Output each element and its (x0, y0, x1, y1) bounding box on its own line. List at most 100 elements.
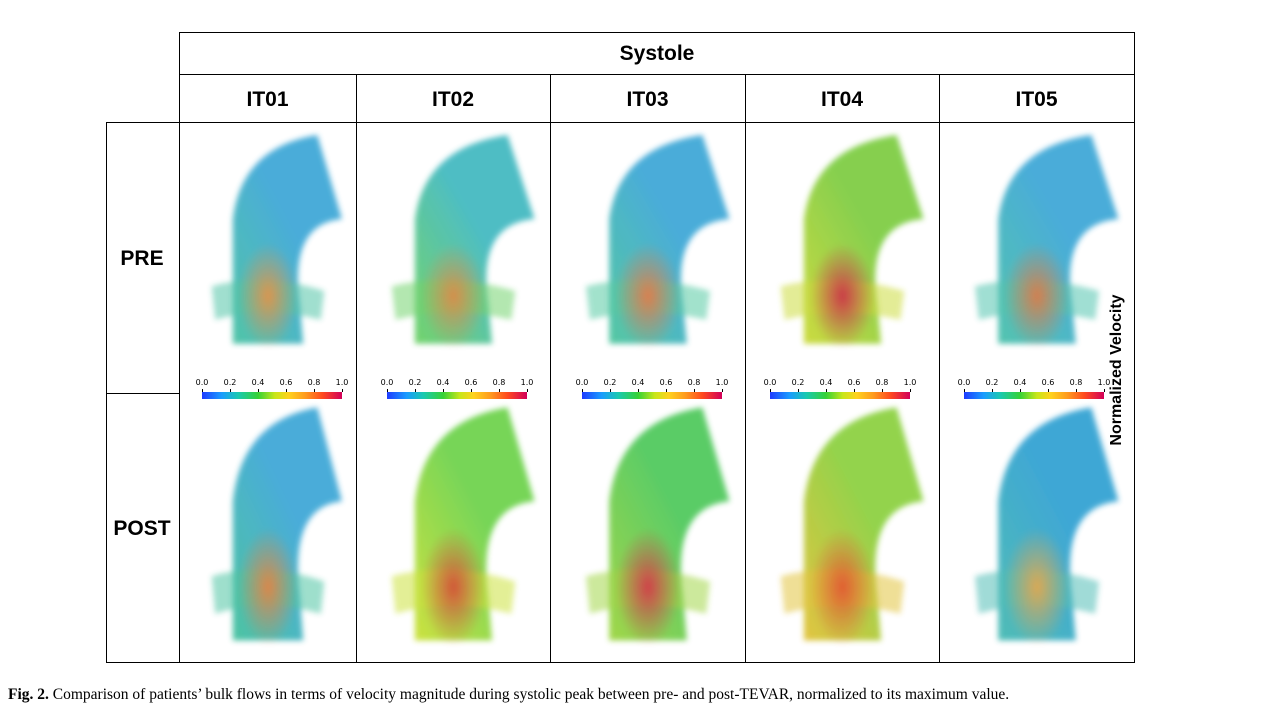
colorbar-tick-label: 0.2 (603, 378, 617, 387)
col-header-it04: IT04 (820, 88, 864, 111)
colorbar-tick-mark (826, 389, 827, 392)
colorbar-tick-labels: 0.0 0.2 0.4 0.6 0.8 1.0 (381, 378, 534, 390)
colorbar-gradient (387, 389, 528, 399)
colorbar-tick-mark (258, 389, 259, 392)
colorbar-tick-mark (1104, 389, 1105, 392)
colorbar-gradient (202, 389, 343, 399)
col-header-it01: IT01 (246, 88, 289, 111)
colorbar-tick-labels: 0.0 0.2 0.4 0.6 0.8 1.0 (196, 378, 349, 390)
colorbar-tick-mark (582, 389, 583, 392)
colorbar-tick-mark (666, 389, 667, 392)
colorbar-tick-label: 1.0 (1097, 378, 1111, 387)
figure-caption: Fig. 2. Comparison of patients’ bulk flo… (8, 686, 1283, 704)
colorbar-tick-label: 0.8 (492, 378, 506, 387)
colorbar-tick-label: 1.0 (903, 378, 917, 387)
colorbar-tick-mark (992, 389, 993, 392)
colorbar-tick-label: 0.8 (1069, 378, 1083, 387)
aorta-render-svg (211, 407, 342, 646)
colorbar-tick-labels: 0.0 0.2 0.4 0.6 0.8 1.0 (764, 378, 917, 390)
colorbar-tick-label: 0.8 (875, 378, 889, 387)
colorbar-tick-label: 0.8 (687, 378, 701, 387)
colorbar-tick-mark (638, 389, 639, 392)
caption-text: Comparison of patients’ bulk flows in te… (52, 686, 1010, 703)
aorta-render-svg (391, 135, 535, 349)
colorbar-tick-label: 0.0 (957, 378, 971, 387)
colorbar-tick-mark (798, 389, 799, 392)
normalized-velocity-label: Normalized Velocity (1108, 294, 1125, 446)
caption-label: Fig. 2. (8, 686, 49, 703)
velocity-core-shape (1004, 528, 1070, 646)
colorbar-tick-label: 1.0 (335, 378, 349, 387)
velocity-core-shape (238, 243, 298, 349)
colorbar-tick-label: 0.2 (408, 378, 422, 387)
colorbar-tick-label: 0.4 (819, 378, 833, 387)
colorbar-tick-mark (694, 389, 695, 392)
colorbar-tick-mark (527, 389, 528, 392)
colorbar-tick-label: 0.8 (307, 378, 321, 387)
colorbar-it05: 0.0 0.2 0.4 0.6 0.8 1.0 (958, 378, 1111, 408)
colorbar-tick-mark (1076, 389, 1077, 392)
colorbar-tick-mark (1048, 389, 1049, 392)
velocity-core-shape (809, 528, 876, 646)
aorta-render-pre-it02 (357, 123, 550, 362)
colorbar-tick-label: 0.6 (279, 378, 293, 387)
grid-col-4 (939, 74, 940, 663)
grid-right (1134, 32, 1135, 663)
grid-col-1 (356, 74, 357, 663)
colorbar-tick-mark (443, 389, 444, 392)
grid-mid-line (106, 393, 179, 394)
colorbar-tick-mark (387, 389, 388, 392)
colorbar-it04: 0.0 0.2 0.4 0.6 0.8 1.0 (764, 378, 917, 408)
colorbar-tick-mark (722, 389, 723, 392)
velocity-core-shape (420, 528, 487, 646)
col-header-it05: IT05 (1015, 88, 1058, 111)
colorbar-it03: 0.0 0.2 0.4 0.6 0.8 1.0 (576, 378, 729, 408)
colorbar-tick-mark (471, 389, 472, 392)
aorta-render-pre-it04 (746, 123, 939, 362)
velocity-core-shape (809, 243, 876, 349)
systole-header: Systole (619, 42, 695, 65)
aorta-render-svg (974, 407, 1119, 646)
colorbar-tick-label: 0.0 (195, 378, 209, 387)
colorbar-tick-mark (854, 389, 855, 392)
colorbar-tick-label: 0.4 (436, 378, 450, 387)
aorta-render-post-it05 (940, 394, 1134, 663)
colorbar-tick-labels: 0.0 0.2 0.4 0.6 0.8 1.0 (576, 378, 729, 390)
colorbar-tick-mark (770, 389, 771, 392)
velocity-core-shape (1004, 243, 1070, 349)
colorbar-gradient (582, 389, 723, 399)
grid-col-3 (745, 74, 746, 663)
colorbar-tick-mark (910, 389, 911, 392)
colorbar-tick-labels: 0.0 0.2 0.4 0.6 0.8 1.0 (958, 378, 1111, 390)
colorbar-tick-mark (610, 389, 611, 392)
aorta-render-post-it04 (746, 394, 939, 663)
colorbar-tick-mark (202, 389, 203, 392)
aorta-render-svg (585, 135, 730, 349)
row-label-post: POST (113, 517, 171, 540)
colorbar-tick-mark (964, 389, 965, 392)
colorbar-tick-label: 0.0 (380, 378, 394, 387)
colorbar-it01: 0.0 0.2 0.4 0.6 0.8 1.0 (196, 378, 349, 408)
colorbar-tick-label: 0.0 (763, 378, 777, 387)
velocity-core-shape (238, 528, 298, 646)
colorbar-tick-label: 0.2 (223, 378, 237, 387)
colorbar-tick-mark (342, 389, 343, 392)
grid-col-header-line (106, 122, 1135, 123)
colorbar-tick-label: 0.6 (847, 378, 861, 387)
col-header-it03: IT03 (626, 88, 669, 111)
aorta-render-post-it03 (551, 394, 745, 663)
grid-left (179, 32, 180, 663)
colorbar-tick-label: 0.6 (464, 378, 478, 387)
aorta-render-svg (780, 135, 924, 349)
grid-col-2 (550, 74, 551, 663)
colorbar-tick-label: 0.4 (1013, 378, 1027, 387)
grid-bottom-line (106, 662, 1135, 663)
colorbar-tick-mark (499, 389, 500, 392)
row-label-pre: PRE (120, 247, 164, 270)
colorbar-tick-label: 0.6 (659, 378, 673, 387)
grid-left-outer (106, 122, 107, 663)
aorta-render-pre-it01 (180, 123, 356, 362)
aorta-render-pre-it05 (940, 123, 1134, 362)
colorbar-tick-label: 1.0 (520, 378, 534, 387)
